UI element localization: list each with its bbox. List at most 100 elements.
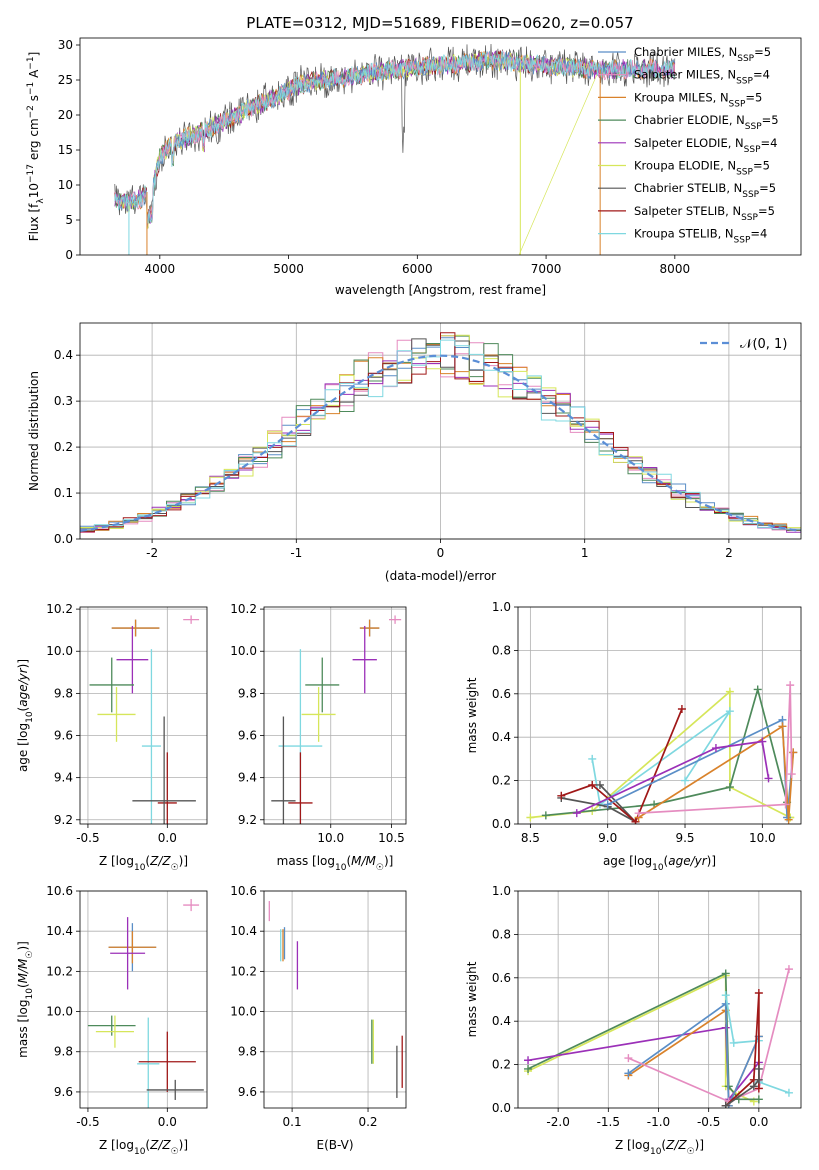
x-axis-label: Z [log10(Z/Z☉)] [615, 1138, 704, 1157]
weight-marker [634, 809, 643, 818]
y-tick-label: 10.4 [230, 924, 257, 938]
legend-label: 𝒩(0, 1) [740, 337, 787, 352]
x-axis-label: Z [log10(Z/Z☉)] [99, 1138, 188, 1157]
weight-line-salpeter_stelib [725, 992, 760, 1107]
weight-marker [588, 780, 597, 789]
x-tick-label: 9.5 [675, 831, 694, 845]
weight-marker [588, 754, 597, 763]
weight-marker [754, 988, 763, 997]
legend-label: Chabrier MILES, NSSP=5 [634, 45, 771, 64]
y-tick-label: 10.0 [46, 644, 73, 658]
y-tick-label: 9.8 [54, 686, 73, 700]
y-tick-label: 9.6 [54, 729, 73, 743]
weight-marker [754, 1084, 763, 1093]
x-tick-label: 0.2 [358, 1115, 377, 1129]
x-tick-label: 1 [581, 546, 589, 560]
x-tick-label: -2 [146, 546, 158, 560]
weight-line-salpeter_miles [638, 685, 793, 814]
legend-label: Salpeter ELODIE, NSSP=4 [634, 136, 777, 155]
weight-marker [781, 800, 790, 809]
y-tick-label: 10.2 [46, 602, 73, 616]
y-axis-label: age [log10(age/yr)] [16, 659, 35, 772]
y-tick-label: 0.4 [54, 348, 73, 362]
y-tick-label: 10.2 [46, 964, 73, 978]
x-tick-label: 2 [725, 546, 733, 560]
y-tick-label: 0.0 [492, 1101, 511, 1115]
legend: Chabrier MILES, NSSP=5 Salpeter MILES, NS… [598, 45, 779, 246]
weight-marker [778, 722, 787, 731]
legend-label: Kroupa MILES, NSSP=5 [634, 90, 762, 109]
weight-marker [786, 681, 795, 690]
legend-label: Chabrier ELODIE, NSSP=5 [634, 113, 779, 132]
axes-residuals: -2 -1 0 1 2 0.0 0.1 0.2 0.3 0.4 (data-model)/error… [27, 322, 802, 583]
y-axis-label: Normed distribution [27, 371, 41, 491]
x-tick-label: 9.0 [598, 831, 617, 845]
y-tick-label: 9.8 [54, 1045, 73, 1059]
y-tick-label: 10.0 [230, 644, 257, 658]
x-tick-label: 0.0 [749, 1115, 768, 1129]
x-axis-label: E(B-V) [316, 1138, 353, 1152]
y-tick-label: 9.6 [238, 729, 257, 743]
weight-marker [784, 1088, 793, 1097]
weight-marker [749, 1082, 758, 1091]
weight-marker [754, 1064, 763, 1073]
y-tick-label: 10.6 [46, 884, 73, 898]
axes-frame [79, 322, 802, 540]
x-tick-label: 0.0 [158, 831, 177, 845]
weight-marker [754, 1075, 763, 1084]
weight-line-salpeter_elodie [576, 740, 770, 814]
axes-frame [79, 37, 802, 256]
axes-frame [263, 606, 407, 825]
y-tick-label: 1.0 [492, 884, 511, 898]
y-tick-label: 9.6 [238, 1085, 257, 1099]
weight-marker [758, 737, 767, 746]
y-tick-label: 5 [65, 213, 73, 227]
weight-marker [677, 704, 686, 713]
weight-marker [572, 809, 581, 818]
axes-spectrum: 4000 5000 6000 7000 8000 0 5 10 15 20 25 30 waveleng… [26, 37, 802, 297]
y-tick-label: 0.8 [492, 643, 511, 657]
x-tick-label: -2.0 [546, 1115, 569, 1129]
legend-label: Chabrier STELIB, NSSP=5 [634, 181, 776, 200]
y-tick-label: 1.0 [492, 600, 511, 614]
y-tick-label: 30 [58, 38, 73, 52]
weight-marker [681, 776, 690, 785]
weight-marker [721, 1101, 730, 1108]
x-axis-label: (data-model)/error [385, 569, 496, 583]
x-tick-label: -0.5 [697, 1115, 720, 1129]
weight-marker [754, 1095, 763, 1104]
weight-marker [787, 770, 796, 779]
y-tick-label: 15 [58, 143, 73, 157]
y-tick-label: 9.6 [54, 1085, 73, 1099]
weight-marker [725, 783, 734, 792]
y-tick-label: 0.2 [54, 440, 73, 454]
x-axis-label: wavelength [Angstrom, rest frame] [335, 283, 546, 297]
axes-mass_vs_EBV: 0.1 0.2 9.6 9.8 10.0 10.2 10.4 10.6 E(B-V) [230, 884, 407, 1152]
spectrum-line-kroupa_stelib [114, 50, 675, 224]
weight-marker [524, 1064, 533, 1073]
weight-line-chabrier_miles [627, 1002, 760, 1107]
weight-marker [541, 811, 550, 820]
y-tick-label: 0.0 [492, 817, 511, 831]
x-tick-label: 10.0 [749, 831, 776, 845]
x-axis-label: mass [log10(M/M☉)] [277, 854, 394, 873]
weight-marker [784, 815, 793, 824]
x-tick-label: 10.5 [378, 831, 405, 845]
x-tick-label: 0 [437, 546, 445, 560]
y-tick-label: 0.3 [54, 394, 73, 408]
y-tick-label: 10.6 [230, 884, 257, 898]
axes-age_vs_Z: -0.5 0.0 9.2 9.4 9.6 9.8 10.0 10.2 Z [log10(Z/Z☉… [16, 602, 208, 873]
y-tick-label: 9.2 [238, 813, 257, 827]
y-tick-label: 0.4 [492, 1014, 511, 1028]
y-tick-label: 0.1 [54, 486, 73, 500]
weight-line-chabrier_stelib [561, 784, 637, 823]
x-tick-label: 6000 [402, 262, 433, 276]
x-tick-label: 4000 [145, 262, 176, 276]
y-tick-label: 9.8 [238, 1045, 257, 1059]
weight-line-kroupa_elodie [527, 974, 755, 1103]
weight-marker [631, 817, 640, 824]
axes-frame [79, 890, 208, 1109]
weight-marker [753, 685, 762, 694]
weight-marker [721, 999, 730, 1008]
x-tick-label: -0.5 [76, 1115, 99, 1129]
